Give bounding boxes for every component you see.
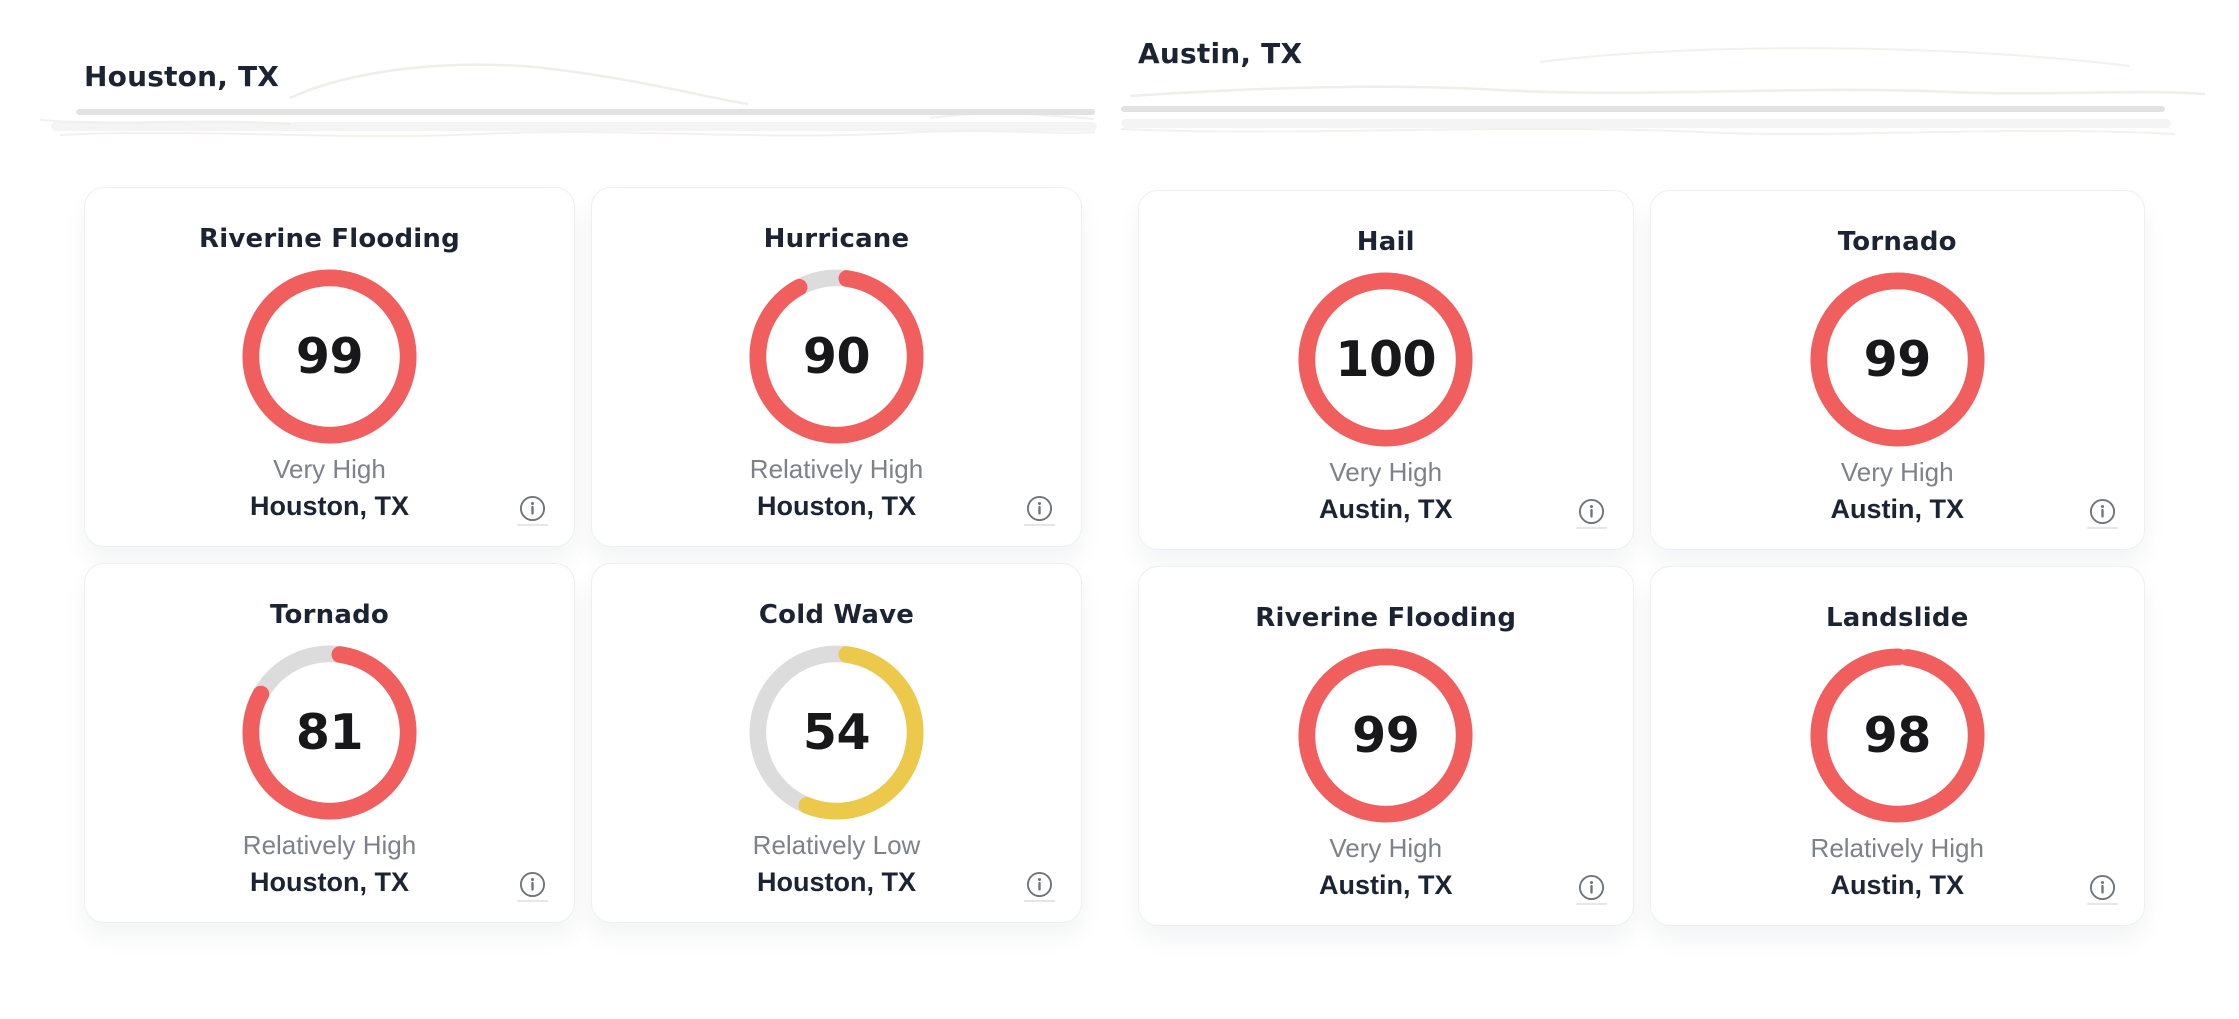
info-icon — [1026, 495, 1053, 522]
section-divider — [76, 109, 1095, 115]
rating-label: Very High — [1329, 833, 1443, 863]
gauge-ring — [749, 645, 924, 820]
gauge-arc — [1298, 272, 1473, 447]
score-value: 99 — [295, 328, 364, 385]
section-austin: Austin, TX Hail 100 Very High Austin, TX… — [1121, 0, 2171, 926]
risk-gauge: 99 — [1297, 647, 1474, 824]
info-icon-underline — [2087, 527, 2118, 529]
hazard-title: Hail — [1356, 227, 1415, 257]
score-value: 99 — [1863, 331, 1932, 388]
gauge-arc — [1810, 648, 1985, 823]
card-location: Austin, TX — [1830, 870, 1965, 900]
rating-label: Very High — [1840, 457, 1954, 487]
info-icon-underline — [517, 900, 548, 902]
card-location: Austin, TX — [1319, 870, 1453, 900]
gauge-ring — [749, 269, 924, 444]
gauge-arc — [749, 645, 924, 820]
info-icon-button[interactable] — [1024, 871, 1055, 902]
info-icon — [519, 495, 546, 522]
gauge-arc — [1810, 272, 1985, 447]
card-location: Austin, TX — [1319, 494, 1453, 524]
info-icon-button[interactable] — [2087, 498, 2118, 529]
risk-card: Tornado 81 Relatively High Houston, TX — [84, 563, 575, 923]
gauge-ring — [1810, 648, 1985, 823]
section-divider-shadow — [1121, 119, 2171, 128]
hazard-title: Hurricane — [763, 224, 910, 254]
score-value: 98 — [1863, 707, 1932, 764]
risk-card: Hail 100 Very High Austin, TX — [1138, 190, 1634, 550]
card-location: Houston, TX — [250, 491, 409, 521]
risk-card: Landslide 98 Relatively High Austin, TX — [1649, 566, 2145, 926]
gauge-arc — [242, 645, 417, 820]
gauge-arc — [749, 269, 924, 444]
rating-label: Very High — [273, 454, 386, 484]
info-icon-button[interactable] — [1575, 498, 1607, 529]
risk-gauge: 99 — [241, 268, 418, 445]
info-icon-underline — [2087, 903, 2118, 905]
info-icon-underline — [1575, 903, 1607, 905]
hazard-title: Tornado — [270, 600, 389, 630]
card-grid: Hail 100 Very High Austin, TX Tornado — [1138, 190, 2145, 926]
gauge-ring — [242, 645, 417, 820]
gauge-ring — [1298, 648, 1473, 823]
info-icon-button[interactable] — [517, 495, 548, 526]
hazard-title: Landslide — [1825, 603, 1969, 633]
score-value: 100 — [1335, 331, 1437, 388]
info-icon — [519, 871, 546, 898]
risk-gauge: 81 — [241, 644, 418, 821]
section-title: Austin, TX — [1138, 37, 1303, 70]
rating-label: Relatively Low — [752, 830, 921, 860]
score-value: 81 — [295, 704, 364, 761]
card-location: Austin, TX — [1830, 494, 1965, 524]
section-houston: Houston, TX Riverine Flooding 99 Very Hi… — [51, 0, 1097, 923]
risk-card: Tornado 99 Very High Austin, TX — [1649, 190, 2145, 550]
risk-gauge: 99 — [1809, 271, 1986, 448]
gauge-arc — [1298, 648, 1473, 823]
hazard-title: Riverine Flooding — [199, 224, 460, 254]
card-location: Houston, TX — [757, 491, 916, 521]
info-icon-underline — [1024, 524, 1055, 526]
card-location: Houston, TX — [250, 867, 409, 897]
risk-card: Riverine Flooding 99 Very High Houston, … — [84, 187, 575, 547]
info-icon — [1578, 498, 1604, 525]
info-icon-button[interactable] — [1024, 495, 1055, 526]
risk-gauge: 100 — [1297, 271, 1474, 448]
section-divider-shadow — [51, 122, 1097, 131]
rating-label: Very High — [1329, 457, 1443, 487]
info-icon-button[interactable] — [1575, 874, 1607, 905]
risk-card: Hurricane 90 Relatively High Houston, TX — [591, 187, 1082, 547]
section-title: Houston, TX — [84, 60, 280, 93]
rating-label: Relatively High — [749, 454, 924, 484]
score-value: 99 — [1352, 707, 1420, 764]
info-icon-button[interactable] — [517, 871, 548, 902]
section-divider — [1121, 106, 2165, 112]
card-location: Houston, TX — [757, 867, 916, 897]
info-icon-underline — [1575, 527, 1607, 529]
risk-gauge: 98 — [1809, 647, 1986, 824]
info-icon — [1578, 874, 1604, 901]
rating-label: Relatively High — [1810, 833, 1984, 863]
gauge-ring — [242, 269, 417, 444]
risk-card: Riverine Flooding 99 Very High Austin, T… — [1138, 566, 1634, 926]
risk-card: Cold Wave 54 Relatively Low Houston, TX — [591, 563, 1082, 923]
info-icon — [1026, 871, 1053, 898]
card-grid: Riverine Flooding 99 Very High Houston, … — [84, 187, 1082, 923]
info-icon-underline — [1024, 900, 1055, 902]
hazard-title: Cold Wave — [758, 600, 915, 630]
score-value: 90 — [802, 328, 871, 385]
score-value: 54 — [802, 704, 871, 761]
risk-gauge: 54 — [748, 644, 925, 821]
info-icon-button[interactable] — [2087, 874, 2118, 905]
hazard-title: Riverine Flooding — [1255, 603, 1517, 633]
rating-label: Relatively High — [242, 830, 417, 860]
risk-gauge: 90 — [748, 268, 925, 445]
gauge-arc — [242, 269, 417, 444]
gauge-ring — [1298, 272, 1473, 447]
info-icon — [2089, 498, 2116, 525]
info-icon — [2089, 874, 2116, 901]
gauge-ring — [1810, 272, 1985, 447]
hazard-title: Tornado — [1837, 227, 1957, 257]
info-icon-underline — [517, 524, 548, 526]
